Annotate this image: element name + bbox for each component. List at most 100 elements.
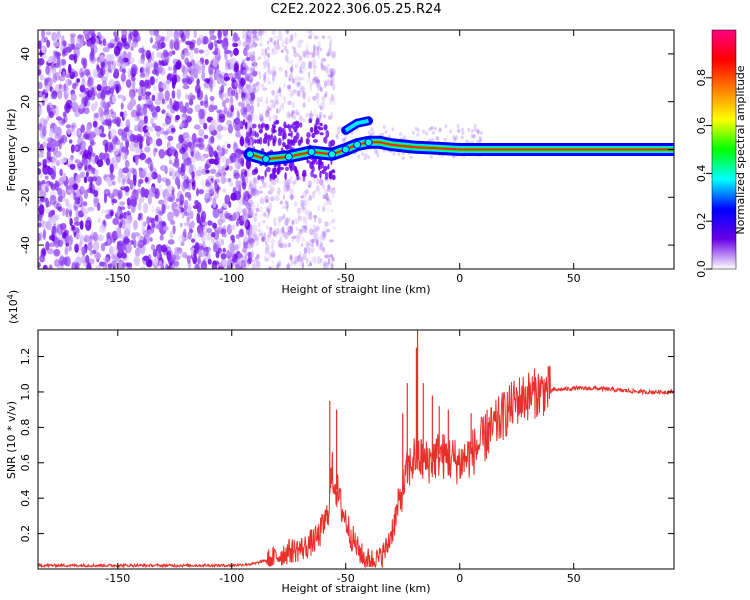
noise-cell	[91, 89, 98, 97]
noise-cell	[140, 135, 145, 142]
transition-cell	[262, 87, 268, 91]
transition-cell	[242, 246, 248, 253]
noise-cell	[124, 159, 130, 168]
transition-cell	[273, 218, 277, 227]
noise-cell	[194, 263, 200, 269]
noise-cell	[161, 109, 166, 114]
transition-cell	[319, 132, 324, 136]
transition-cell	[254, 37, 260, 41]
transition-cell	[261, 175, 264, 184]
transition-cell	[308, 61, 313, 70]
noise-cell	[209, 95, 215, 102]
noise-cell	[193, 30, 197, 39]
noise-cell	[58, 256, 66, 267]
noise-cell	[174, 170, 181, 179]
x-tick-label: 50	[567, 572, 581, 585]
noise-cell	[90, 152, 96, 157]
transition-cell	[284, 234, 290, 240]
transition-cell	[298, 256, 304, 263]
transition-cell	[259, 177, 265, 181]
transition-cell	[251, 263, 256, 269]
noise-cell	[169, 171, 173, 176]
noise-cell	[139, 72, 146, 78]
noise-cell	[241, 35, 249, 40]
noise-cell	[116, 61, 121, 67]
noise-cell	[105, 254, 111, 263]
transition-cell	[253, 189, 257, 197]
noise-cell	[154, 147, 158, 153]
transition-cell	[325, 66, 329, 75]
noise-cell	[183, 50, 191, 57]
transition-cell	[308, 180, 312, 188]
noise-cell	[204, 49, 210, 58]
transition-cell	[323, 124, 328, 131]
noise-cell	[80, 36, 84, 46]
noise-cell	[171, 80, 176, 90]
transition-cell	[317, 259, 322, 265]
faint-cell	[397, 152, 401, 157]
noise-cell	[121, 178, 126, 186]
track-point	[364, 138, 373, 147]
transition-cell	[299, 39, 304, 43]
noise-cell	[181, 38, 186, 43]
noise-cell	[174, 176, 180, 186]
transition-cell	[312, 224, 316, 228]
noise-cell	[120, 93, 125, 103]
noise-cell	[173, 30, 180, 41]
noise-cell	[190, 238, 196, 243]
transition-cell	[296, 90, 301, 97]
snr-frame	[37, 329, 675, 570]
transition-cell	[281, 95, 286, 101]
faint-cell	[461, 131, 465, 136]
transition-cell	[311, 191, 316, 199]
noise-cell	[251, 224, 258, 234]
noise-cell	[109, 128, 117, 140]
transition-cell	[313, 108, 317, 117]
noise-cell	[145, 94, 150, 100]
transition-cell	[250, 43, 255, 47]
noise-cell	[131, 190, 136, 201]
noise-cell	[49, 194, 57, 206]
transition-cell	[258, 36, 263, 44]
noise-cell	[67, 42, 72, 53]
noise-cell	[115, 84, 120, 94]
transition-cell	[301, 176, 307, 183]
noise-cell	[84, 68, 91, 76]
transition-cell	[293, 260, 297, 265]
noise-cell	[82, 207, 90, 215]
transition-cell	[252, 204, 257, 211]
noise-cell	[117, 122, 121, 127]
noise-cell	[196, 202, 202, 214]
noise-cell	[124, 222, 132, 231]
noise-cell	[173, 100, 180, 112]
transition-cell	[269, 70, 274, 75]
transition-cell	[321, 35, 325, 39]
faint-cell	[479, 137, 483, 142]
noise-cell	[223, 106, 228, 115]
transition-cell	[317, 51, 320, 59]
transition-cell	[284, 177, 289, 186]
faint-cell	[342, 138, 346, 143]
noise-cell	[184, 191, 192, 198]
noise-cell	[213, 230, 220, 240]
noise-cell	[97, 58, 105, 63]
noise-cell	[217, 218, 223, 227]
transition-cell	[269, 102, 274, 110]
noise-cell	[81, 155, 86, 165]
transition-cell	[249, 206, 255, 214]
noise-cell	[90, 141, 96, 146]
noise-cell	[56, 57, 62, 69]
transition-cell	[303, 52, 307, 58]
noise-cell	[203, 231, 207, 237]
faint-cell	[478, 139, 482, 144]
noise-cell	[181, 208, 185, 219]
transition-cell	[288, 161, 293, 170]
noise-cell	[167, 108, 171, 117]
faint-cell	[402, 135, 406, 140]
noise-cell	[154, 98, 162, 105]
noise-cell	[216, 134, 222, 139]
transition-cell	[244, 257, 248, 266]
transition-cell	[244, 57, 247, 62]
noise-cell	[169, 146, 176, 155]
transition-cell	[319, 47, 323, 52]
